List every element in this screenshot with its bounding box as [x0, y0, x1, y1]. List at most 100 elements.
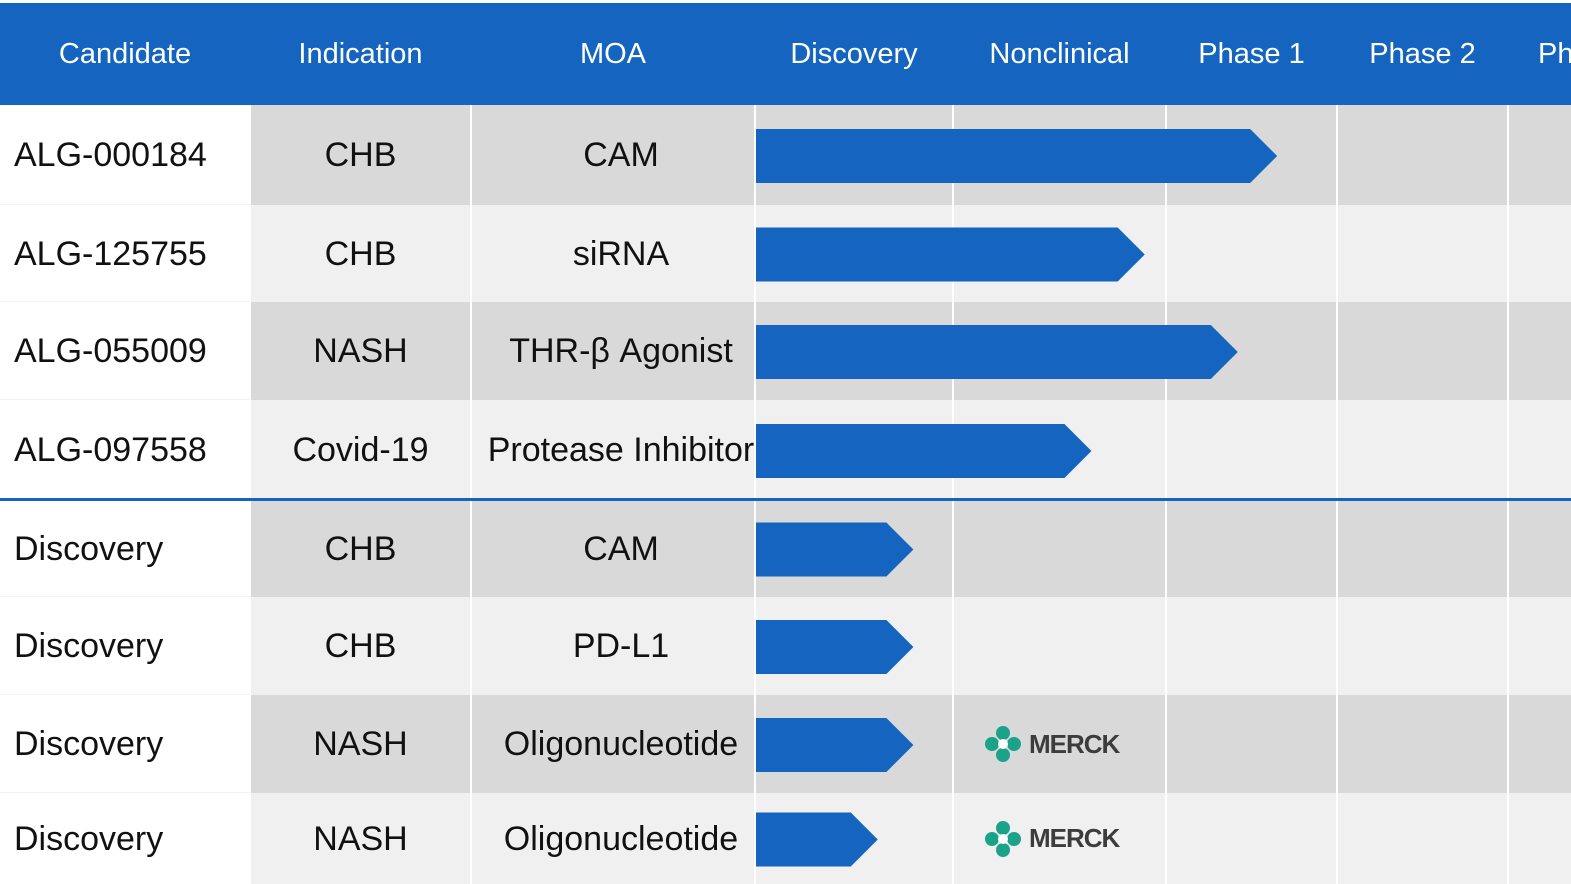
stage-cell-nonclinical [953, 500, 1166, 597]
column-divider [1336, 302, 1338, 400]
stage-cell-phase2 [1337, 105, 1508, 205]
stage-cell-phase3 [1508, 205, 1571, 302]
stage-cell-phase2 [1337, 205, 1508, 302]
column-divider [754, 597, 756, 695]
merck-logo-icon [985, 820, 1021, 857]
indication-cell: NASH [250, 793, 471, 884]
candidate-cell: ALG-125755 [0, 205, 250, 302]
section-divider [0, 498, 1571, 501]
column-divider [249, 400, 251, 500]
column-divider [952, 205, 954, 302]
stage-cell-phase1 [1166, 105, 1337, 205]
column-divider [754, 500, 756, 597]
column-divider [249, 695, 251, 793]
candidate-cell: Discovery [0, 500, 250, 597]
column-divider [470, 105, 472, 205]
stage-cell-discovery [755, 793, 953, 884]
column-divider [754, 105, 756, 205]
table-row: Discovery CHB CAM [0, 500, 1571, 597]
column-header-indication: Indication [298, 37, 423, 70]
column-divider [1165, 597, 1167, 695]
stage-cell-nonclinical [953, 597, 1166, 695]
column-divider [470, 302, 472, 400]
column-divider [1165, 302, 1167, 400]
column-divider [1507, 400, 1509, 500]
column-divider [952, 793, 954, 884]
stage-cell-phase3 [1508, 500, 1571, 597]
column-divider [754, 695, 756, 793]
stage-cell-phase3 [1508, 597, 1571, 695]
partner-name: MERCK [1029, 823, 1120, 853]
column-divider [1165, 400, 1167, 500]
indication-cell: CHB [250, 500, 471, 597]
stage-cell-discovery [755, 597, 953, 695]
candidate-cell: ALG-097558 [0, 400, 250, 500]
stage-cell-discovery [755, 302, 953, 400]
column-divider [754, 400, 756, 500]
stage-cell-nonclinical [953, 302, 1166, 400]
stage-cell-phase1 [1166, 793, 1337, 884]
stage-cell-phase3 [1508, 105, 1571, 205]
moa-cell: PD-L1 [471, 597, 771, 695]
moa-cell: Protease Inhibitor [471, 400, 771, 500]
column-divider [470, 500, 472, 597]
column-divider [1507, 105, 1509, 205]
column-divider [470, 695, 472, 793]
partner-name: MERCK [1029, 728, 1120, 759]
column-header-nonclinical: Nonclinical [989, 37, 1130, 70]
column-divider [1336, 500, 1338, 597]
stage-cell-discovery [755, 695, 953, 793]
column-divider [952, 105, 954, 205]
column-header-phase1: Phase 1 [1198, 37, 1305, 70]
column-divider [1507, 793, 1509, 884]
column-divider [1507, 695, 1509, 793]
column-divider [952, 597, 954, 695]
moa-cell: CAM [471, 500, 771, 597]
stage-cell-nonclinical [953, 205, 1166, 302]
column-divider [952, 695, 954, 793]
candidate-cell: Discovery [0, 793, 250, 884]
column-divider [249, 597, 251, 695]
stage-cell-phase2 [1337, 500, 1508, 597]
column-header-discovery: Discovery [790, 37, 918, 70]
column-header-moa: MOA [579, 37, 647, 70]
indication-cell: NASH [250, 695, 471, 793]
moa-cell: Oligonucleotide [471, 695, 771, 793]
column-divider [1507, 205, 1509, 302]
column-divider [754, 302, 756, 400]
stage-cell-phase2 [1337, 793, 1508, 884]
stage-cell-phase1 [1166, 597, 1337, 695]
column-divider [754, 205, 756, 302]
column-divider [1336, 695, 1338, 793]
table-row: ALG-125755 CHB siRNA [0, 205, 1571, 302]
column-divider [1507, 302, 1509, 400]
table-row: ALG-000184 CHB CAM [0, 105, 1571, 205]
candidate-cell: Discovery [0, 597, 250, 695]
column-divider [470, 400, 472, 500]
stage-cell-phase1 [1166, 695, 1337, 793]
column-divider [1336, 205, 1338, 302]
column-divider [1165, 695, 1167, 793]
column-divider [249, 105, 251, 205]
table-row: Discovery NASH Oligonucleotide MERCK [0, 793, 1571, 884]
stage-cell-phase2 [1337, 695, 1508, 793]
moa-cell: THR-β Agonist [471, 302, 771, 400]
column-divider [952, 400, 954, 500]
moa-cell: Oligonucleotide [471, 793, 771, 884]
column-divider [1336, 400, 1338, 500]
stage-cell-phase1 [1166, 205, 1337, 302]
table-row: ALG-055009 NASH THR-β Agonist [0, 302, 1571, 400]
candidate-cell: Discovery [0, 695, 250, 793]
column-divider [1165, 500, 1167, 597]
column-header-candidate: Candidate [58, 37, 192, 70]
stage-cell-phase1 [1166, 500, 1337, 597]
column-divider [1336, 793, 1338, 884]
indication-cell: CHB [250, 597, 471, 695]
stage-cell-phase2 [1337, 597, 1508, 695]
stage-cell-phase3 [1508, 695, 1571, 793]
column-divider [1165, 793, 1167, 884]
candidate-cell: ALG-000184 [0, 105, 250, 205]
column-divider [249, 793, 251, 884]
column-header-phase3: Ph [1538, 37, 1571, 70]
